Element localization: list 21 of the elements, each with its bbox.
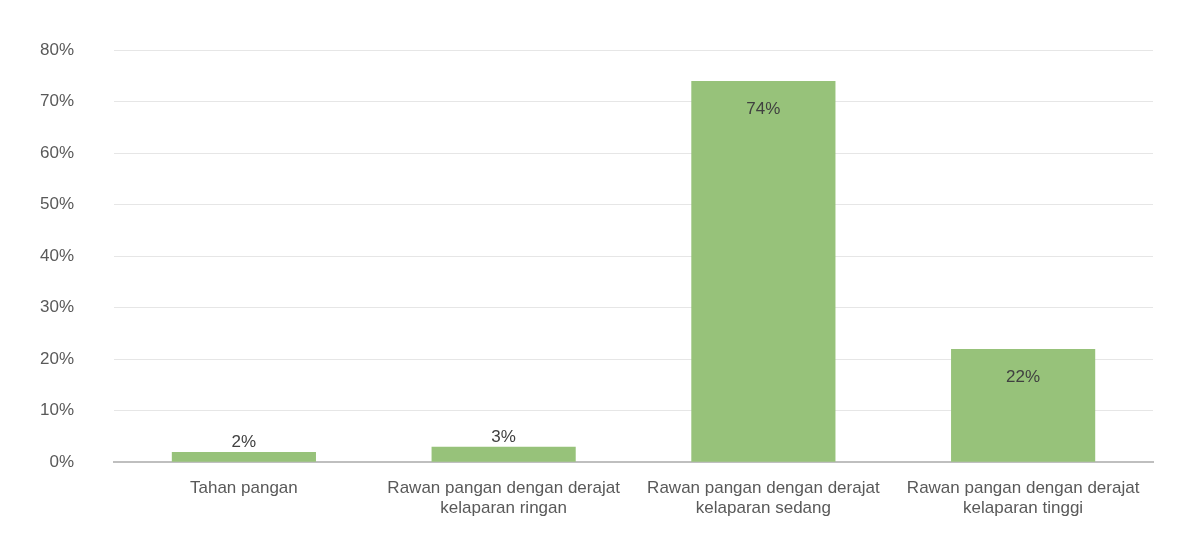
y-tick-label: 70% [39, 91, 75, 111]
y-tick-label: 0% [49, 451, 75, 471]
y-tick-label: 40% [39, 245, 75, 265]
y-tick-label: 60% [39, 142, 75, 162]
x-tick-label: Rawan pangan dengan derajat kelaparan tinggi [906, 478, 1140, 518]
data-label: 2% [231, 432, 257, 452]
x-tick-label: Tahan pangan [190, 478, 298, 498]
data-label: 74% [746, 99, 781, 119]
data-label: 22% [1006, 367, 1041, 387]
bar [171, 451, 316, 462]
y-tick-label: 30% [39, 297, 75, 317]
x-tick-label: Rawan pangan dengan derajat kelaparan sedang [647, 478, 880, 518]
bar [431, 446, 576, 462]
y-tick-label: 50% [39, 194, 75, 214]
y-tick-label: 20% [39, 348, 75, 368]
x-tick-label: Rawan pangan dengan derajat kelaparan ringan [387, 478, 621, 518]
data-label: 3% [491, 426, 516, 446]
y-tick-label: 10% [39, 400, 75, 420]
bar [951, 348, 1096, 462]
y-tick-label: 80% [39, 39, 75, 59]
bar [691, 81, 836, 462]
